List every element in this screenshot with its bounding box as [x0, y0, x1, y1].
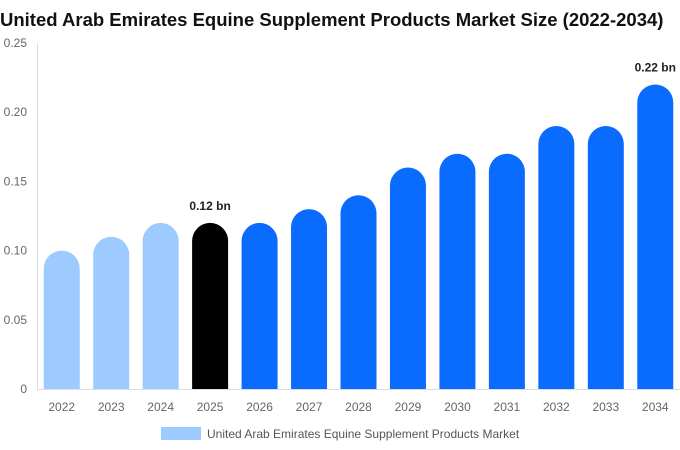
legend-swatch — [161, 427, 201, 440]
bar-2024 — [142, 222, 179, 389]
x-tick-label: 2029 — [395, 400, 422, 414]
y-tick-label: 0.25 — [4, 36, 28, 50]
x-tick-label: 2034 — [642, 400, 669, 414]
x-tick-label: 2032 — [543, 400, 570, 414]
y-tick-label: 0 — [20, 382, 27, 396]
x-tick-label: 2033 — [592, 400, 619, 414]
y-tick-labels: 0 0.05 0.10 0.15 0.20 0.25 — [4, 36, 28, 396]
bar-2026 — [241, 222, 278, 389]
x-tick-label: 2022 — [48, 400, 75, 414]
data-label-2025: 0.12 bn — [189, 199, 230, 213]
x-tick-label: 2023 — [98, 400, 125, 414]
x-tick-label: 2028 — [345, 400, 372, 414]
axes — [37, 43, 680, 390]
bar-2027 — [291, 209, 328, 389]
bars — [43, 84, 674, 390]
legend: United Arab Emirates Equine Supplement P… — [161, 427, 520, 441]
x-tick-label: 2025 — [197, 400, 224, 414]
y-tick-label: 0.05 — [4, 313, 28, 327]
chart-title: United Arab Emirates Equine Supplement P… — [0, 9, 664, 30]
data-labels: 0.12 bn 0.22 bn — [189, 61, 676, 213]
bar-2030 — [439, 153, 476, 389]
x-tick-label: 2027 — [296, 400, 323, 414]
y-tick-label: 0.10 — [4, 244, 28, 258]
bar-2028 — [340, 195, 377, 389]
x-tick-label: 2031 — [494, 400, 521, 414]
y-tick-label: 0.15 — [4, 174, 28, 188]
x-tick-labels: 2022 2023 2024 2025 2026 2027 2028 2029 2030 2031… — [48, 400, 669, 414]
bar-2034 — [637, 84, 674, 390]
bar-2022 — [43, 250, 80, 389]
x-tick-label: 2026 — [246, 400, 273, 414]
data-label-2034: 0.22 bn — [635, 61, 676, 75]
bar-2032 — [538, 126, 575, 390]
bar-2031 — [488, 153, 525, 389]
bar-2033 — [587, 126, 624, 390]
bar-2029 — [389, 167, 426, 389]
bar-2025 — [192, 222, 229, 389]
x-tick-label: 2024 — [147, 400, 174, 414]
y-tick-label: 0.20 — [4, 105, 28, 119]
legend-label: United Arab Emirates Equine Supplement P… — [207, 427, 520, 441]
x-tick-label: 2030 — [444, 400, 471, 414]
bar-2023 — [93, 236, 130, 389]
